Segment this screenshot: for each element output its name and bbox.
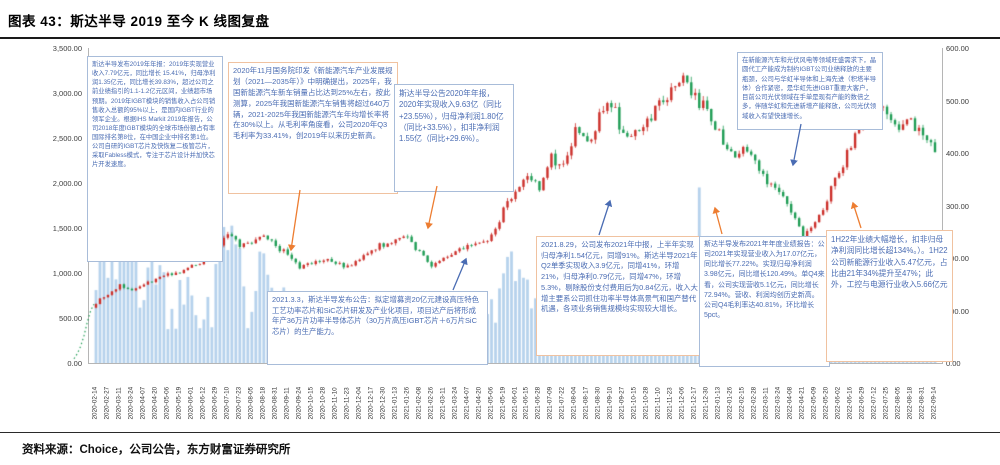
x-axis-label: 2021-12-06	[678, 386, 686, 420]
x-axis-label: 2022-04-21	[798, 386, 806, 420]
y-tick-label: 2,000.00	[52, 179, 82, 188]
x-axis-label: 2021-05-06	[487, 386, 495, 420]
x-axis-label: 2021-02-26	[427, 386, 435, 420]
page-title: 图表 43：斯达半导 2019 至今 K 线图复盘	[8, 14, 270, 29]
x-axis-label: 2020-07-23	[235, 386, 243, 420]
annotation-box-2019-annual-report: 斯达半导发布2019年年报：2019年实现营业收入7.79亿元，同比增长 15.…	[87, 56, 223, 262]
annotation-box-2021-interim-report: 2021.8.29，公司发布2021年中报，上半年实现归母净利1.54亿元，同增…	[536, 236, 706, 356]
x-axis-label: 2022-01-13	[714, 386, 722, 420]
x-axis-label: 2021-03-11	[439, 387, 447, 420]
x-axis-label: 2021-08-17	[582, 386, 590, 420]
x-axis-label: 2021-10-15	[630, 386, 638, 420]
annotation-box-2021-annual-report: 斯达半导发布2021年年度业绩报告：公司2021年实现营业收入为17.07亿元，…	[699, 236, 830, 367]
x-axis-label: 2022-05-20	[822, 386, 830, 420]
x-axis-label: 2022-08-05	[894, 386, 902, 420]
x-axis-label: 2021-04-20	[475, 386, 483, 420]
x-axis-label: 2020-11-23	[343, 387, 351, 420]
x-axis-label: 2021-08-04	[570, 386, 578, 420]
x-axis-label: 2021-07-22	[558, 386, 566, 420]
y-tick-label: 0.00	[946, 359, 961, 368]
y-tick-label: 0.00	[67, 359, 82, 368]
x-axis-label: 2020-10-28	[319, 386, 327, 420]
annotation-box-1h22-results: 1H22年业绩大幅增长，扣非归母净利润同比增长超134%。）。1H22公司新能源…	[826, 230, 953, 362]
x-axis-label: 2020-12-04	[355, 386, 363, 420]
x-axis-label: 2020-04-07	[139, 386, 147, 420]
x-axis-label: 2020-02-14	[91, 386, 99, 420]
x-axis-label: 2021-06-01	[511, 386, 518, 420]
x-axis-label: 2022-06-16	[846, 386, 854, 420]
x-axis-label: 2020-03-11	[115, 387, 123, 420]
y-tick-label: 600.00	[946, 44, 969, 53]
x-axis-label: 2020-11-10	[331, 387, 339, 420]
x-axis-label: 2022-07-12	[870, 386, 878, 420]
x-axis-label: 2021-01-13	[391, 386, 399, 420]
x-axis-label: 2022-08-18	[906, 386, 914, 420]
x-axis-label: 2021-02-08	[415, 386, 423, 420]
x-axis-label: 2021-05-19	[499, 386, 506, 420]
x-axis-label: 2022-06-29	[858, 386, 866, 420]
y-tick-label: 400.00	[946, 149, 969, 158]
x-axis-label: 2020-09-24	[295, 386, 303, 420]
x-axis-label: 2020-06-12	[199, 386, 207, 420]
x-axis-label: 2022-09-14	[930, 386, 938, 420]
y-tick-label: 300.00	[946, 201, 969, 211]
annotation-box-nev-policy-2020: 2020年11月国务院印发《新能源汽车产业发展规划（2021—2035年）》中明…	[228, 62, 398, 194]
x-axis-label: 2021-10-28	[642, 386, 650, 420]
x-axis-label: 2022-02-28	[750, 386, 758, 420]
y-tick-label: 100.00	[946, 306, 969, 316]
x-axis-label: 2021-11-10	[654, 387, 662, 420]
x-axis-label: 2020-07-10	[223, 386, 231, 420]
x-axis-label: 2020-12-30	[379, 386, 387, 420]
x-axis-label: 2020-05-19	[175, 386, 183, 420]
x-axis-label: 2021-06-28	[534, 386, 542, 420]
x-axis-label: 2020-06-01	[187, 386, 195, 420]
x-axis-label: 2020-05-06	[163, 386, 171, 420]
y-tick-label: 2,500.00	[52, 134, 82, 143]
x-axis-label: 2021-07-09	[546, 386, 554, 420]
x-axis-label: 2022-03-24	[774, 386, 782, 420]
y-tick-label: 200.00	[946, 254, 969, 263]
x-axis-label: 2022-08-31	[918, 386, 926, 420]
x-axis-label: 2021-01-26	[403, 386, 411, 420]
x-axis-label: 2021-09-27	[618, 386, 626, 420]
annotation-box-2021-placement: 2021.3.3，斯达半导发布公告：拟定增募资20亿元建设高压特色工艺功率芯片和…	[267, 291, 488, 365]
x-axis-label: 2022-05-09	[810, 386, 818, 420]
x-axis-label: 2020-08-05	[247, 386, 255, 420]
x-axis-label: 2020-09-11	[283, 387, 291, 420]
x-axis-label: 2020-08-31	[271, 386, 279, 420]
x-axis-label: 2021-04-07	[463, 386, 471, 420]
y-tick-label: 1,500.00	[52, 224, 82, 233]
footer-bar: 资料来源：Choice，公司公告，东方财富证券研究所	[0, 432, 1000, 457]
x-axis-label: 2021-08-30	[594, 386, 602, 420]
y-tick-label: 500.00	[946, 96, 969, 106]
x-axis-label: 2022-04-08	[786, 386, 794, 420]
annotation-box-2020-annual-report: 斯达半导公告2020年年报，2020年实现收入9.63亿（同比+23.55%），…	[394, 84, 514, 192]
x-axis-label: 2021-03-24	[451, 386, 459, 420]
title-bar: 图表 43：斯达半导 2019 至今 K 线图复盘	[0, 6, 1000, 39]
y-tick-label: 500.00	[59, 314, 82, 323]
x-axis-label: 2021-12-30	[702, 386, 710, 420]
x-axis-label: 2022-03-11	[762, 387, 770, 420]
annotation-box-wafer-capacity: 在新能源汽车和光伏风电等领域旺盛需求下，晶圆代工产能成为制约IGBT公司业绩释放…	[737, 52, 883, 130]
y-tick-label: 1,000.00	[52, 269, 82, 278]
x-axis-label: 2022-01-26	[726, 386, 734, 420]
x-axis-label: 2022-02-15	[738, 386, 746, 420]
x-axis-label: 2020-03-24	[127, 386, 135, 420]
source-note: 资料来源：Choice，公司公告，东方财富证券研究所	[22, 444, 291, 456]
y-tick-label: 3,000.00	[52, 89, 82, 98]
x-axis-label: 2021-09-10	[606, 386, 614, 420]
x-axis-label: 2022-06-02	[834, 386, 842, 420]
x-axis-label: 2021-12-17	[690, 386, 698, 420]
x-axis-label: 2020-04-20	[151, 386, 159, 420]
x-axis-label: 2020-02-27	[103, 386, 111, 420]
x-axis-label: 2020-06-29	[211, 386, 219, 420]
x-axis-label: 2020-10-15	[307, 386, 315, 420]
x-axis-label: 2020-12-17	[367, 386, 375, 420]
x-axis-label: 2022-07-25	[882, 386, 890, 420]
x-axis-label: 2021-06-15	[522, 386, 530, 420]
y-tick-label: 3,500.00	[52, 44, 82, 53]
x-axis-label: 2020-08-18	[259, 386, 267, 420]
x-axis-label: 2021-11-23	[666, 387, 674, 420]
